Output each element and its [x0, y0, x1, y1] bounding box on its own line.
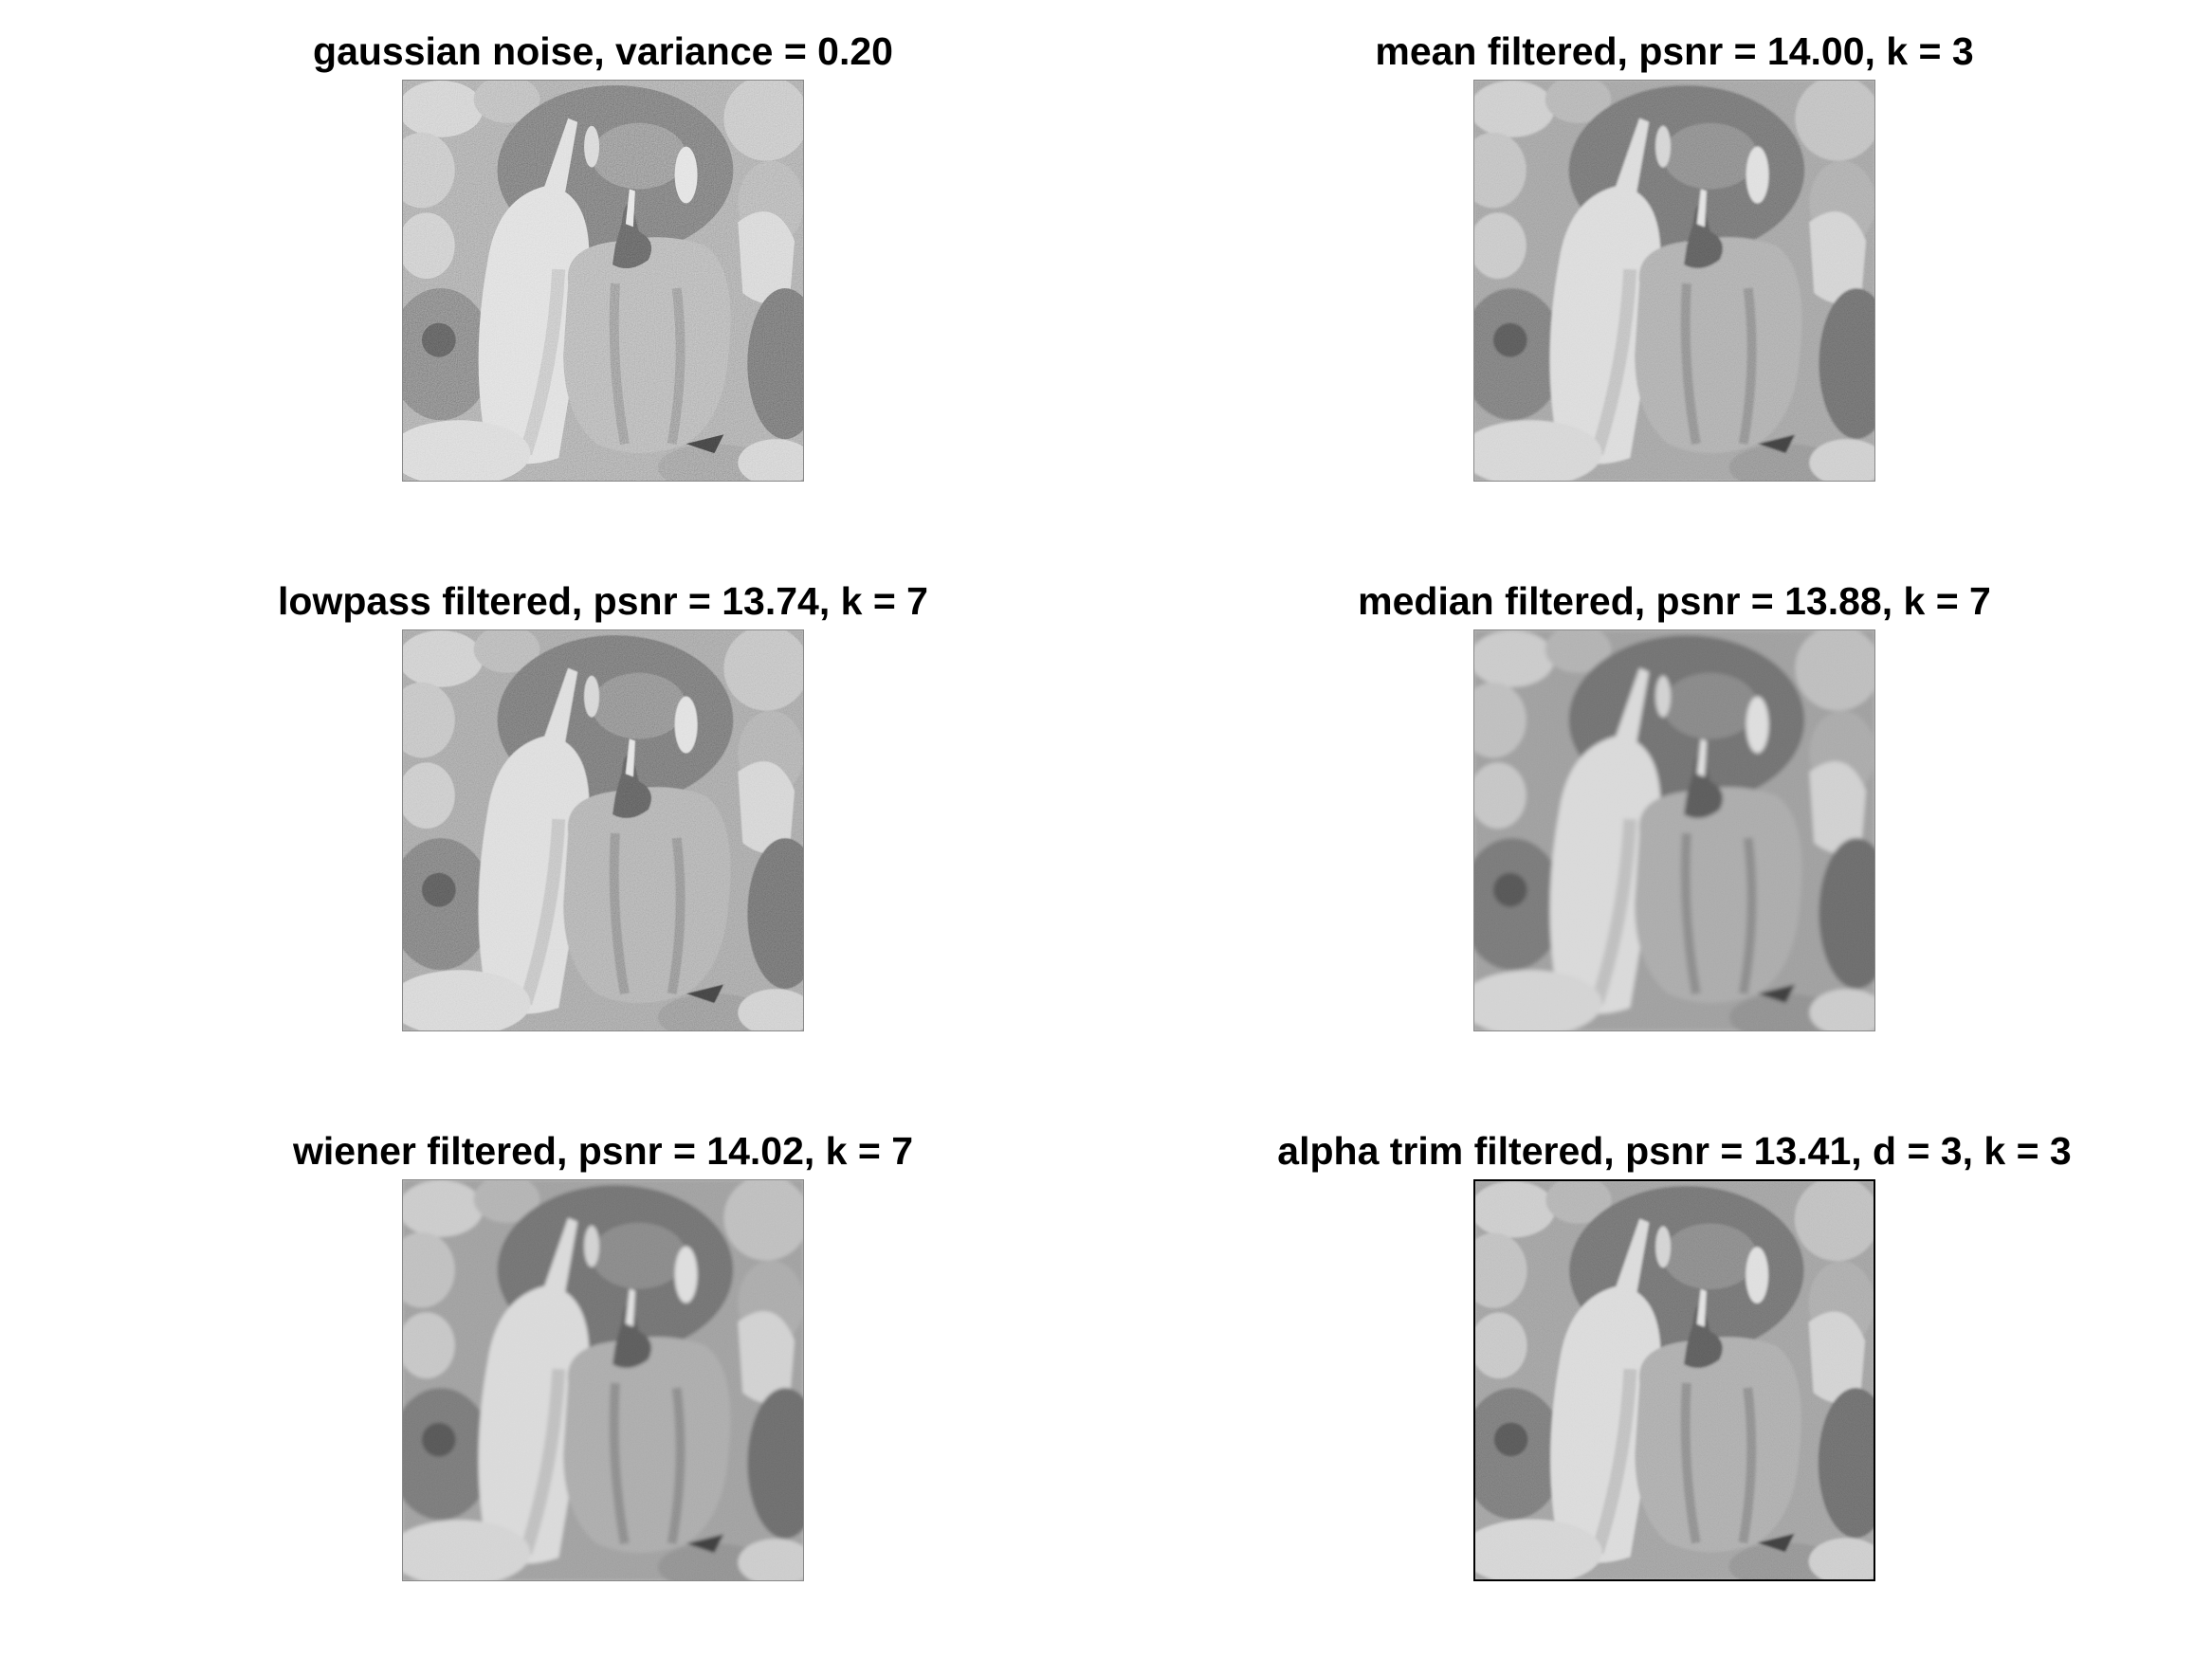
- peppers-image-alpha-trim-filtered: [1473, 1179, 1875, 1581]
- peppers-photo: [1475, 1181, 1874, 1579]
- peppers-photo: [1474, 81, 1874, 481]
- peppers-photo: [403, 630, 803, 1030]
- panel-title-lowpass-filtered: lowpass filtered, psnr = 13.74, k = 7: [278, 579, 928, 623]
- panel-title-gaussian-noise: gaussian noise, variance = 0.20: [313, 29, 893, 73]
- panel-title-wiener-filtered: wiener filtered, psnr = 14.02, k = 7: [292, 1129, 914, 1173]
- panel-title-alpha-trim-filtered: alpha trim filtered, psnr = 13.41, d = 3…: [1277, 1129, 2072, 1173]
- peppers-image-gaussian-noise: [402, 80, 804, 482]
- peppers-image-lowpass-filtered: [402, 629, 804, 1031]
- peppers-photo: [403, 1180, 803, 1580]
- peppers-photo: [403, 81, 803, 481]
- peppers-image-wiener-filtered: [402, 1179, 804, 1581]
- panel-title-mean-filtered: mean filtered, psnr = 14.00, k = 3: [1375, 29, 1974, 73]
- panel-title-median-filtered: median filtered, psnr = 13.88, k = 7: [1358, 579, 1991, 623]
- peppers-photo: [1474, 630, 1874, 1030]
- peppers-image-mean-filtered: [1473, 80, 1875, 482]
- peppers-image-median-filtered: [1473, 629, 1875, 1031]
